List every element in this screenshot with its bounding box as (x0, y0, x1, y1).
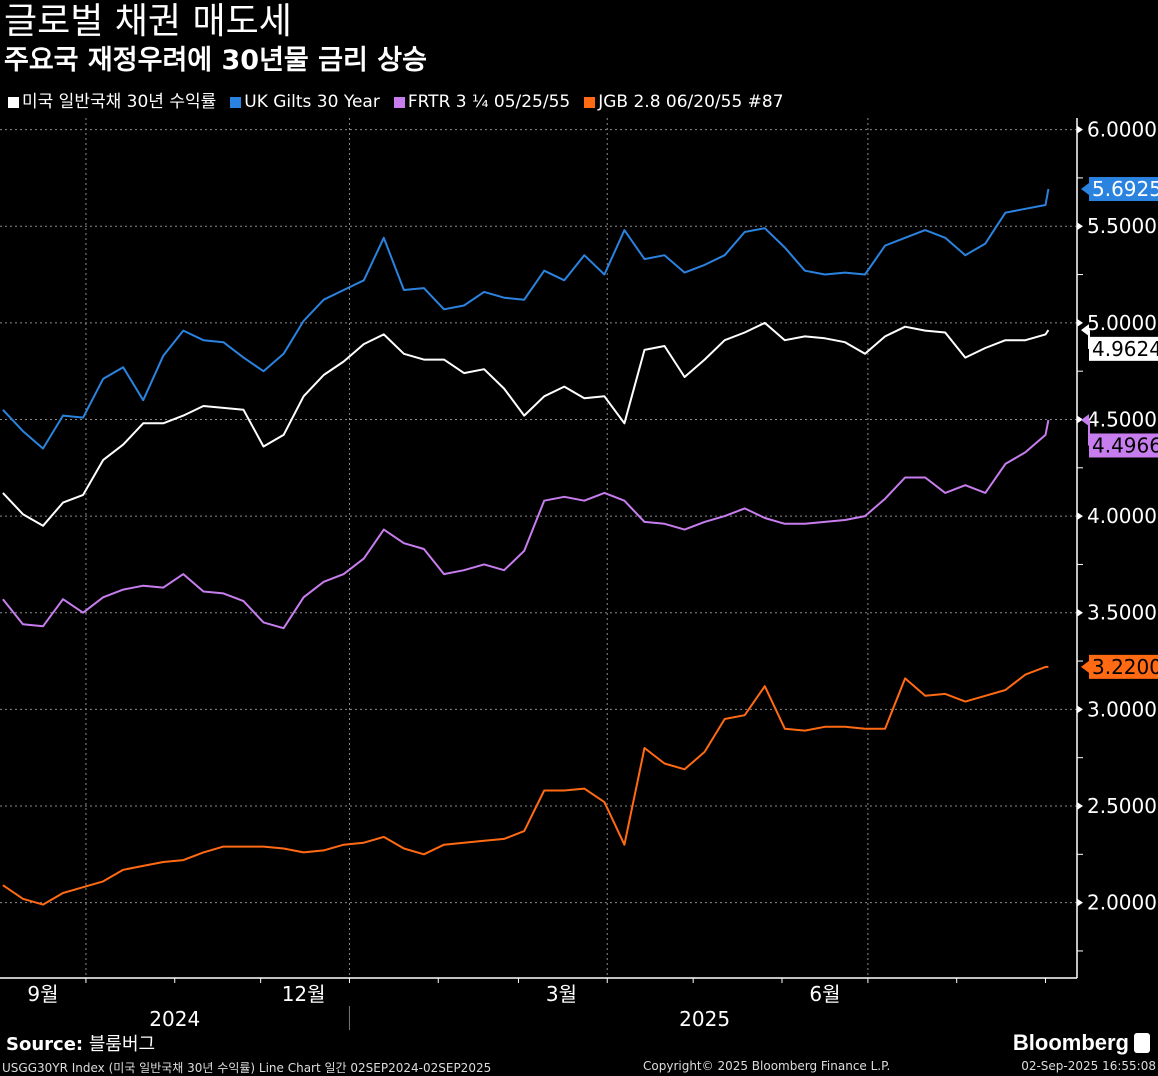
legend-item-uk-gilts: UK Gilts 30 Year (230, 91, 380, 113)
x-month-label: 12월 (282, 982, 326, 1006)
series-line-1 (2, 188, 1050, 450)
y-tick-label: 6.0000 (1087, 118, 1157, 142)
x-month-label: 9월 (27, 982, 58, 1006)
y-tick-mark (1077, 222, 1083, 231)
y-tick-label: 5.0000 (1087, 311, 1157, 335)
y-tick-mark (1077, 802, 1083, 810)
last-value-tag-0 (1089, 336, 1158, 361)
chart-subtitle: 주요국 재정우려에 30년물 금리 상승 (4, 45, 427, 76)
x-month-label: 3월 (546, 982, 577, 1006)
x-year-label: 2024 (149, 1007, 200, 1031)
legend-item-frtr: FRTR 3 ¼ 05/25/55 (393, 91, 571, 113)
last-value-pointer-2 (1081, 414, 1089, 427)
legend: 미국 일반국채 30년 수익률 UK Gilts 30 Year FRTR 3 … (8, 91, 784, 113)
legend-swatch (230, 96, 242, 108)
series-line-0 (2, 321, 1050, 527)
bloomberg-chat-icon (1134, 1033, 1150, 1053)
y-tick-label: 2.0000 (1087, 891, 1157, 915)
legend-label: FRTR 3 ¼ 05/25/55 (407, 92, 571, 112)
footer-timestamp: 02-Sep-2025 16:55:08 (1021, 1059, 1156, 1073)
legend-swatch (584, 96, 596, 108)
source-label: Source: (6, 1034, 84, 1055)
chart-title: 글로벌 채권 매도세 (4, 1, 292, 42)
series-line-3 (2, 665, 1049, 906)
legend-label: UK Gilts 30 Year (244, 92, 380, 112)
y-tick-label: 3.0000 (1087, 697, 1157, 721)
legend-swatch (393, 96, 405, 108)
bloomberg-logo: Bloomberg (1013, 1030, 1150, 1056)
y-tick-label: 5.5000 (1087, 214, 1157, 238)
legend-label: 미국 일반국채 30년 수익률 (22, 92, 217, 112)
y-tick-mark (1077, 512, 1083, 521)
y-tick-mark (1077, 608, 1083, 617)
y-tick-label: 4.0000 (1087, 504, 1157, 528)
last-value-tag-2 (1089, 433, 1158, 458)
last-value-tag-3 (1089, 654, 1158, 679)
last-value-label: 3.2200 (1092, 655, 1158, 679)
last-value-pointer-0 (1081, 324, 1089, 337)
y-tick-mark (1077, 898, 1083, 907)
last-value-label: 5.6925 (1092, 177, 1158, 201)
last-value-label: 4.9624 (1092, 337, 1158, 361)
y-tick-label: 2.5000 (1087, 794, 1157, 818)
y-tick-mark (1077, 318, 1083, 327)
last-value-tag-1 (1089, 177, 1158, 202)
last-value-pointer-1 (1081, 183, 1089, 196)
x-month-label: 6월 (809, 982, 840, 1006)
footer-index-info: USGG30YR Index (미국 일반국채 30년 수익률) Line Ch… (2, 1061, 492, 1075)
footer-copyright: Copyright© 2025 Bloomberg Finance L.P. (643, 1059, 891, 1073)
y-tick-label: 3.5000 (1087, 601, 1157, 625)
legend-item-jgb: JGB 2.8 06/20/55 #87 (584, 91, 784, 113)
source-value: 블룸버그 (88, 1034, 156, 1055)
series-line-2 (2, 419, 1050, 630)
legend-item-us30y: 미국 일반국채 30년 수익률 (8, 91, 216, 113)
logo-text: Bloomberg (1012, 1030, 1129, 1055)
legend-label: JGB 2.8 06/20/55 #87 (598, 92, 784, 112)
y-tick-mark (1077, 705, 1083, 714)
y-tick-label: 4.5000 (1087, 407, 1157, 431)
last-value-label: 4.4966 (1092, 433, 1158, 457)
y-tick-mark (1077, 125, 1083, 134)
legend-swatch (8, 96, 19, 108)
y-tick-mark (1077, 415, 1083, 424)
x-year-label: 2025 (679, 1007, 730, 1031)
last-value-pointer-3 (1081, 660, 1089, 673)
source-note: Source: 블룸버그 (6, 1033, 155, 1057)
